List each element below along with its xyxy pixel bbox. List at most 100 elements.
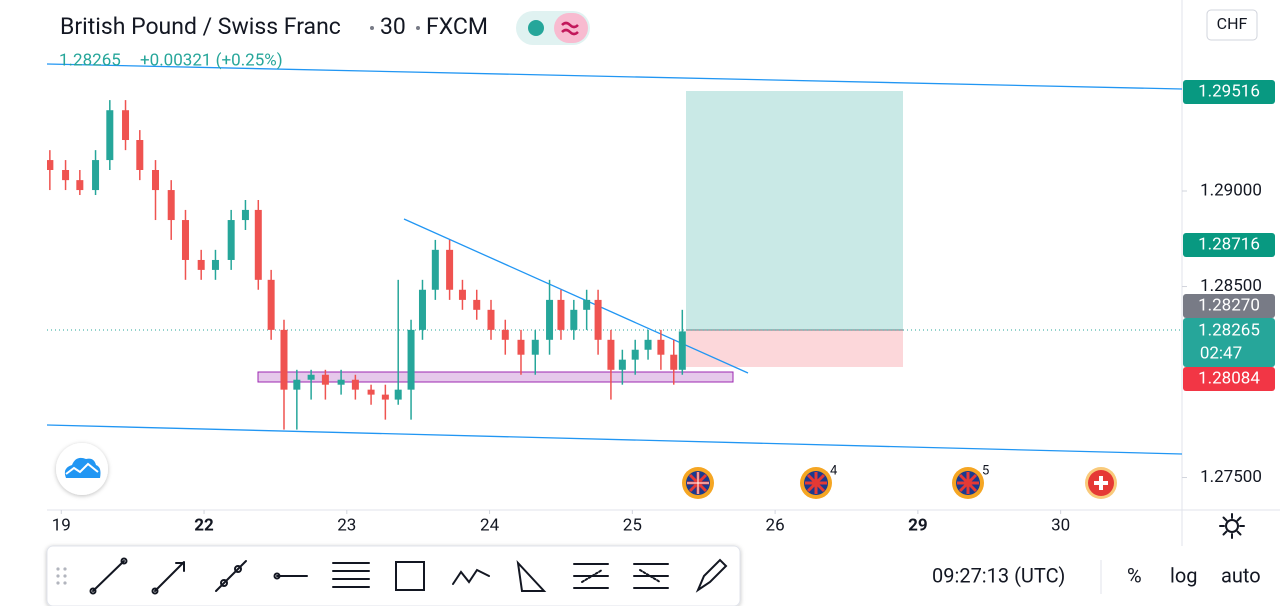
entry-price: 1.28270 [1198, 295, 1260, 315]
alert-tag [1183, 233, 1275, 257]
currency-button[interactable] [1206, 9, 1258, 41]
logo-wave [65, 462, 99, 475]
candle-body [267, 279, 275, 330]
x-tick-label: 30 [1051, 515, 1070, 535]
exchange: FXCM [426, 13, 488, 40]
entry-tag [1183, 294, 1275, 318]
candle-body [583, 299, 591, 310]
delay-icon [561, 21, 579, 36]
candle-body [337, 379, 345, 385]
candle-body [557, 299, 565, 330]
candle-body [670, 354, 678, 370]
x-tick-label: 19 [52, 515, 71, 535]
candle-body [227, 220, 235, 260]
channel-bottom [47, 424, 1182, 455]
support-zone [257, 371, 734, 383]
y-tick-label: 1.28500 [1200, 276, 1262, 296]
candle-body [76, 180, 84, 191]
candle-body [618, 359, 626, 370]
candle-body [47, 160, 54, 170]
candle-body [678, 331, 686, 370]
x-tick-label: 22 [194, 515, 214, 535]
event-count: 4 [830, 463, 838, 478]
tool-icons[interactable] [89, 557, 728, 595]
candle-body [181, 220, 189, 260]
trend-line [403, 218, 749, 374]
candle-body [152, 170, 160, 191]
x-tick-label: 29 [908, 515, 928, 535]
event-count: 5 [982, 463, 989, 478]
market-open-dot [528, 20, 544, 36]
candle-body [407, 329, 415, 390]
candle-body [381, 394, 389, 400]
drawings [47, 63, 1182, 455]
candle-body [280, 329, 288, 390]
separator [370, 26, 374, 30]
clock: 09:27:13 (UTC) [932, 563, 1065, 587]
x-tick-label: 26 [766, 515, 785, 535]
axes: 1.29000 1.28500 1.27500 19 22 23 24 25 26 29 30 [52, 180, 1262, 535]
candle-body [431, 249, 439, 290]
x-tick-label: 25 [623, 515, 642, 535]
candle-body [241, 209, 249, 221]
toolbar-handle [56, 567, 67, 585]
event-uk[interactable] [800, 467, 832, 499]
candle-body [446, 249, 454, 290]
separator [416, 26, 420, 30]
delay-badge [554, 13, 588, 43]
alert-price: 1.28716 [1198, 234, 1260, 254]
settings-gear[interactable] [1219, 513, 1245, 539]
candle-body [657, 339, 665, 355]
candle-body [367, 389, 375, 395]
candle-body [531, 339, 539, 355]
stop-tag [1183, 367, 1275, 391]
candle-body [197, 259, 205, 270]
x-tick-label: 23 [337, 515, 356, 535]
candle-body [136, 140, 144, 170]
candle-body [106, 110, 114, 161]
event-uk[interactable] [952, 467, 984, 499]
candle-body [254, 209, 262, 280]
y-tick-label: 1.27500 [1200, 467, 1262, 487]
candle-body [418, 289, 426, 330]
target-tag [1183, 80, 1275, 104]
target-price: 1.29516 [1198, 81, 1260, 101]
candle-body [607, 339, 615, 370]
symbol-title: British Pound / Swiss Franc [60, 13, 341, 40]
candle-body [473, 299, 481, 310]
countdown: 02:47 [1200, 343, 1242, 363]
y-tick-label: 1.29000 [1200, 180, 1262, 200]
auto-toggle[interactable]: auto [1221, 563, 1261, 587]
candle-body [307, 374, 315, 380]
candle-body [631, 349, 639, 360]
last-price: 1.28265 [59, 50, 121, 70]
candle-body [321, 374, 329, 385]
stop-price: 1.28084 [1198, 368, 1260, 388]
candle-body [211, 259, 219, 270]
candle-body [501, 329, 509, 340]
candle-body [394, 389, 402, 400]
candle-body [92, 160, 100, 191]
candle-body [122, 110, 130, 141]
candle-body [293, 379, 301, 390]
interval: 30 [380, 13, 406, 40]
price-change: +0.00321 (+0.25%) [140, 50, 283, 70]
drawing-toolbar [46, 545, 741, 606]
x-tick-label: 24 [480, 515, 500, 535]
candle-body [487, 309, 495, 330]
event-uk[interactable] [682, 467, 714, 499]
percent-toggle[interactable]: % [1127, 563, 1142, 587]
candle-body [517, 339, 525, 355]
candles [47, 100, 686, 430]
candle-body [351, 379, 359, 390]
current-tag [1183, 318, 1275, 367]
candle-body [546, 299, 554, 340]
event-ch[interactable] [1085, 467, 1117, 499]
current-price: 1.28265 [1198, 320, 1260, 340]
candle-body [644, 339, 652, 350]
channel-top [47, 63, 1182, 90]
candle-body [458, 289, 466, 300]
log-toggle[interactable]: log [1170, 563, 1198, 587]
